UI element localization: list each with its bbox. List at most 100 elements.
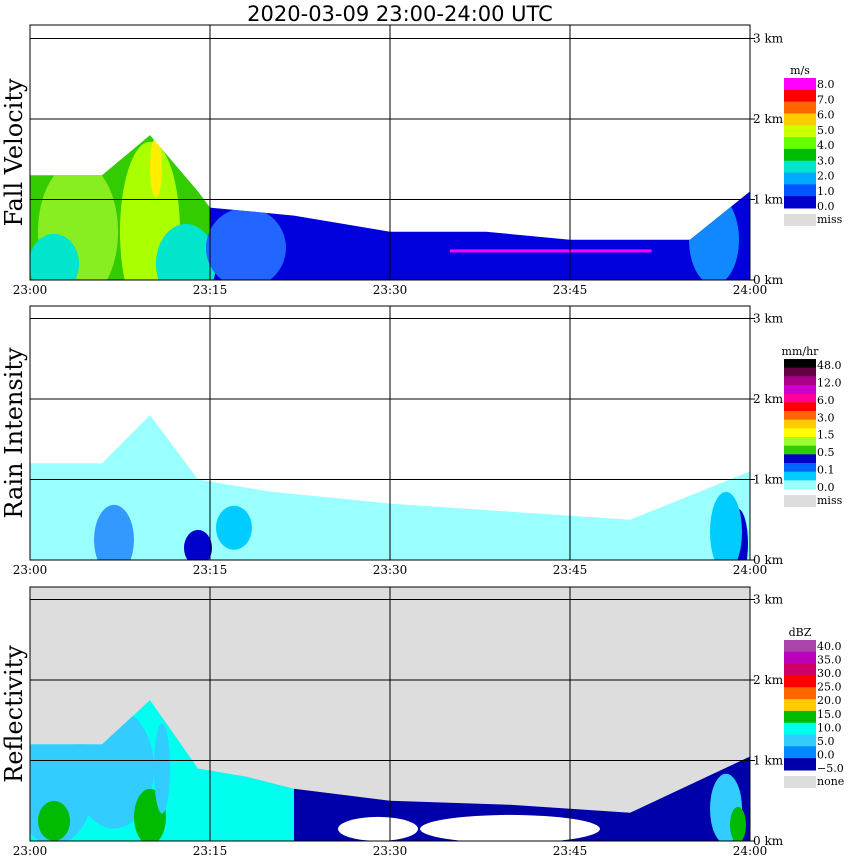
legend-swatch (784, 148, 816, 162)
legend-swatch (784, 437, 816, 447)
x-tick-label: 24:00 (733, 283, 768, 297)
legend-swatch (784, 710, 816, 724)
panel-frame (29, 24, 751, 281)
x-tick-label: 23:00 (13, 563, 48, 577)
legend-swatch (784, 463, 816, 473)
y-tick-label: 1 km (753, 754, 784, 768)
legend-swatch (784, 758, 816, 771)
legend-label: 0.0 (817, 748, 835, 761)
legend-swatch (784, 172, 816, 185)
y-tick-label: 2 km (753, 112, 784, 126)
legend-swatch (784, 663, 816, 676)
legend-miss-label: miss (817, 494, 843, 507)
legend-label: 3.0 (817, 154, 835, 167)
x-tick-label: 24:00 (733, 563, 768, 577)
legend-label: 7.0 (817, 93, 835, 106)
legend-swatch (784, 419, 816, 429)
legend-label: 5.0 (817, 124, 835, 137)
legend-swatch (784, 746, 816, 759)
legend-swatch (784, 651, 816, 665)
legend-swatch (784, 687, 816, 700)
legend-miss-label: none (817, 775, 844, 788)
y-tick-label: 3 km (753, 593, 784, 607)
legend-label: 20.0 (817, 694, 842, 707)
legend-label: 0.5 (817, 446, 835, 459)
legend-label: 40.0 (817, 640, 842, 653)
legend-swatch (784, 137, 816, 150)
legend-unit: dBZ (789, 626, 812, 639)
legend-swatch (784, 454, 816, 464)
legend-swatch (784, 675, 816, 688)
legend-unit: m/s (790, 64, 810, 77)
y-tick-label: 2 km (753, 392, 784, 406)
panel-1: Fall Velocity 23:00 23:15 23:30 23:45 24:000 … (0, 24, 843, 297)
x-tick-label: 23:45 (553, 844, 588, 858)
legend-swatch (784, 445, 816, 455)
legend-swatch (784, 101, 816, 114)
x-tick-label: 23:45 (553, 563, 588, 577)
legend-swatch (784, 402, 816, 412)
legend-label: 6.0 (817, 109, 835, 122)
x-tick-label: 23:30 (373, 563, 408, 577)
panel-frame (29, 586, 751, 842)
legend-swatch (784, 699, 816, 712)
y-tick-label: 1 km (753, 473, 784, 487)
y-tick-label: 3 km (753, 312, 784, 326)
legend-label: 30.0 (817, 667, 842, 680)
legend-label: 2.0 (817, 170, 835, 183)
y-tick-label: 1 km (753, 193, 784, 207)
legend-swatch (784, 160, 816, 174)
legend-label: 0.0 (817, 481, 835, 494)
legend-label: 5.0 (817, 735, 835, 748)
legend-label: 3.0 (817, 411, 835, 424)
panel-3: Reflectivity 23:00 23:15 23:30 23:45 24:000 k… (0, 586, 844, 858)
legend-swatch (784, 184, 816, 197)
legend-swatch (784, 722, 816, 736)
legend-swatch (784, 196, 816, 209)
legend-label: 8.0 (817, 78, 835, 91)
legend-unit: mm/hr (782, 345, 820, 358)
legend-label: 6.0 (817, 394, 835, 407)
legend: dBZ 40.035.030.025.020.015.010.05.00.0−5.… (784, 626, 844, 788)
x-tick-label: 23:30 (373, 844, 408, 858)
legend-swatch (784, 376, 816, 386)
legend-swatch (784, 393, 816, 403)
legend-swatch (784, 411, 816, 421)
chart-title: 2020-03-09 23:00-24:00 UTC (247, 2, 553, 26)
y-tick-label: 3 km (753, 32, 784, 46)
legend-label: 1.5 (817, 429, 835, 442)
legend-miss-swatch (784, 495, 816, 507)
legend-swatch (784, 367, 816, 377)
y-axis-label: Fall Velocity (0, 78, 28, 227)
y-tick-label: 0 km (753, 273, 784, 287)
legend-label: 35.0 (817, 654, 842, 667)
x-tick-label: 23:15 (193, 844, 228, 858)
x-tick-label: 23:15 (193, 563, 228, 577)
legend-label: 1.0 (817, 185, 835, 198)
y-tick-label: 0 km (753, 553, 784, 567)
y-axis-label: Reflectivity (0, 645, 28, 783)
legend-swatch (784, 385, 816, 395)
x-tick-label: 24:00 (733, 844, 768, 858)
x-tick-label: 23:15 (193, 283, 228, 297)
y-tick-label: 2 km (753, 673, 784, 687)
legend-swatch (784, 734, 816, 747)
legend-miss-swatch (784, 776, 816, 788)
legend-miss-label: miss (817, 213, 843, 226)
legend-swatch (784, 640, 816, 653)
legend-swatch (784, 471, 816, 481)
x-tick-label: 23:00 (13, 283, 48, 297)
legend-swatch (784, 480, 816, 490)
x-tick-label: 23:30 (373, 283, 408, 297)
legend-label: 48.0 (817, 359, 842, 372)
legend-swatch (784, 78, 816, 91)
legend-label: 4.0 (817, 139, 835, 152)
legend-swatch (784, 89, 816, 103)
y-axis-label: Rain Intensity (0, 347, 28, 519)
legend-swatch (784, 359, 816, 369)
legend-label: 10.0 (817, 721, 842, 734)
